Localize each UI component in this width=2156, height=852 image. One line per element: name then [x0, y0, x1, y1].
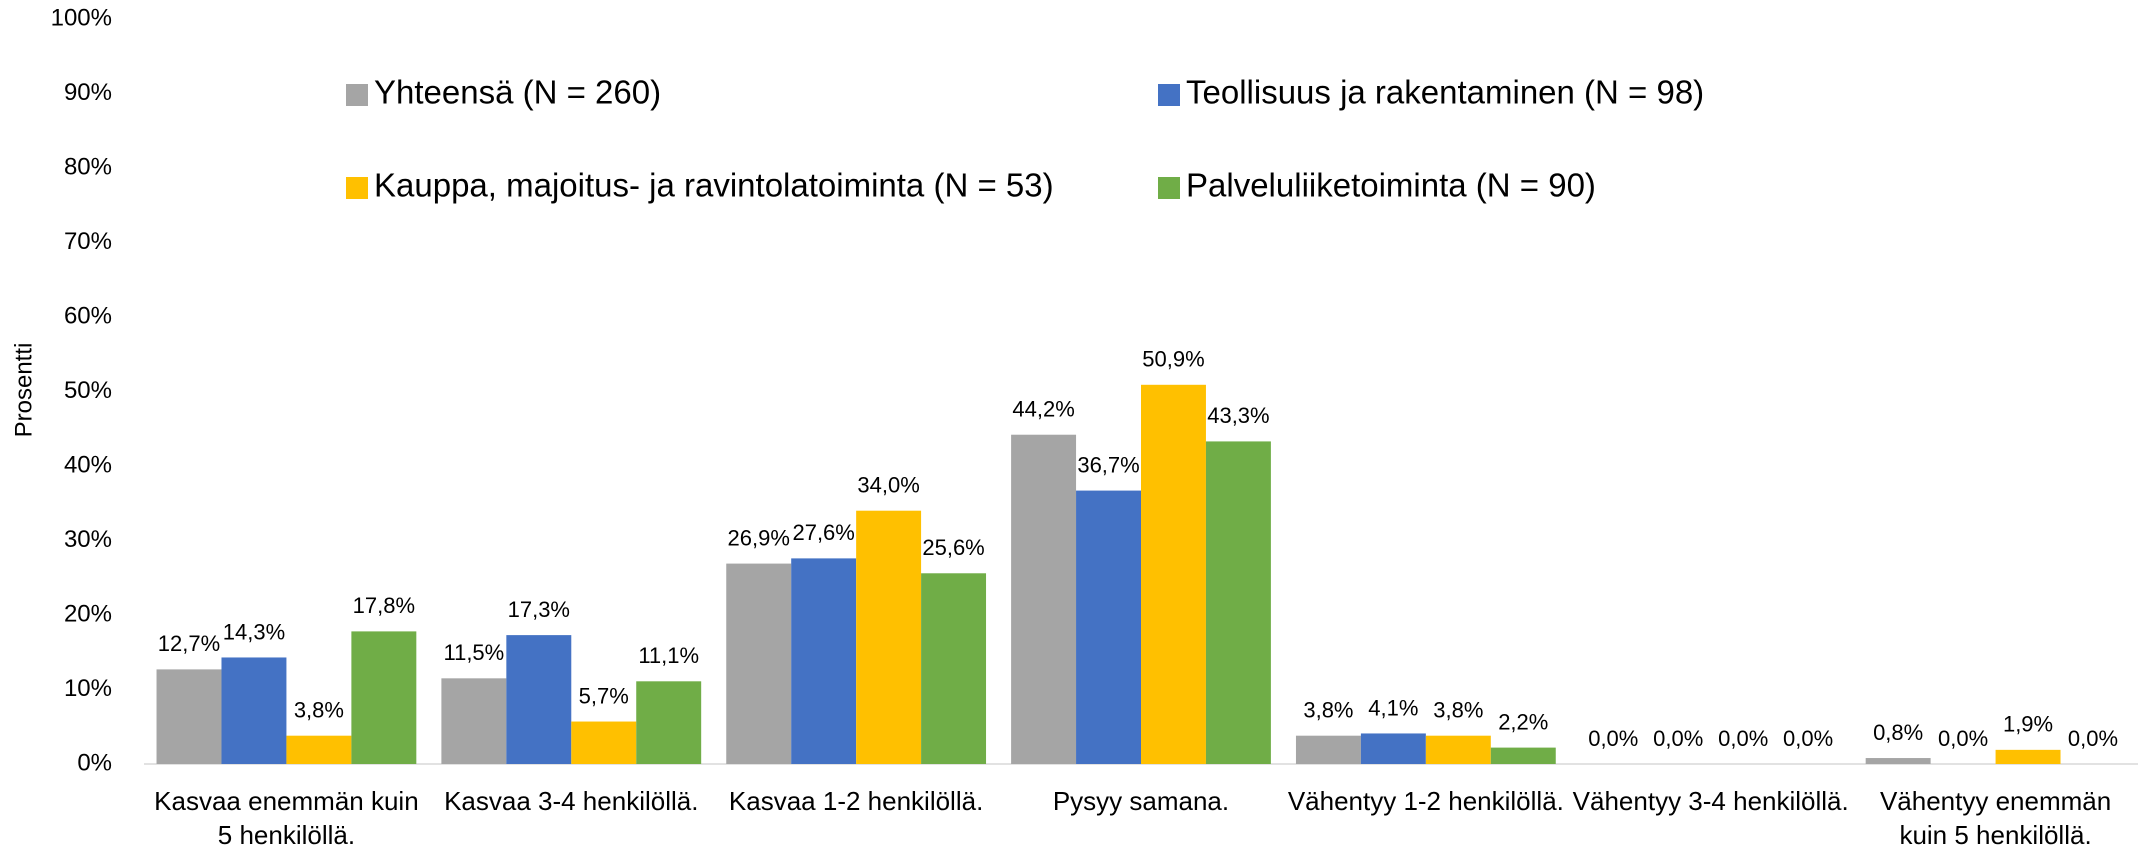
y-tick-label: 0% — [77, 749, 112, 776]
bar — [856, 510, 922, 764]
data-label: 4,1% — [1368, 695, 1418, 720]
bar — [351, 631, 417, 764]
data-label: 12,7% — [158, 631, 220, 656]
bar — [1011, 434, 1077, 764]
data-label: 1,9% — [2003, 712, 2053, 737]
data-label: 25,6% — [922, 535, 984, 560]
y-tick-label: 80% — [64, 153, 112, 180]
y-tick-label: 100% — [51, 4, 112, 31]
data-label: 17,8% — [353, 593, 415, 618]
bar — [1360, 733, 1426, 764]
bar — [441, 678, 507, 764]
bar — [921, 573, 987, 764]
data-label: 14,3% — [223, 619, 285, 644]
data-label: 43,3% — [1207, 403, 1269, 428]
data-label: 44,2% — [1012, 397, 1074, 422]
data-label: 0,0% — [1783, 726, 1833, 751]
bar — [1425, 735, 1491, 764]
y-tick-label: 30% — [64, 526, 112, 553]
x-tick-label: Kasvaa enemmän kuin 5 henkilöllä. — [154, 786, 419, 850]
data-label: 0,0% — [1938, 726, 1988, 751]
data-label: 50,9% — [1142, 347, 1204, 372]
data-label: 36,7% — [1077, 452, 1139, 477]
bar — [1295, 735, 1361, 764]
bar — [1490, 747, 1556, 764]
legend-swatch — [346, 177, 368, 199]
data-label: 2,2% — [1498, 709, 1548, 734]
bar — [791, 558, 857, 764]
bar — [726, 563, 792, 764]
y-tick-label: 50% — [64, 377, 112, 404]
legend-label: Kauppa, majoitus- ja ravintolatoiminta (… — [374, 167, 1054, 204]
data-label: 0,0% — [1718, 726, 1768, 751]
bar — [156, 669, 222, 764]
x-tick-label: Vähentyy enemmän kuin 5 henkilöllä. — [1879, 786, 2112, 850]
data-label: 3,8% — [294, 698, 344, 723]
y-tick-label: 60% — [64, 302, 112, 329]
data-label: 34,0% — [857, 473, 919, 498]
legend-label: Teollisuus ja rakentaminen (N = 98) — [1186, 74, 1704, 111]
bar — [571, 721, 637, 764]
data-label: 0,0% — [1588, 726, 1638, 751]
bar — [1076, 490, 1141, 764]
x-tick-label: Vähentyy 3-4 henkilöllä. — [1572, 786, 1849, 816]
x-tick-label: Vähentyy 1-2 henkilöllä. — [1287, 786, 1564, 816]
legend-label: Palveluliiketoiminta (N = 90) — [1186, 167, 1596, 204]
y-tick-label: 70% — [64, 228, 112, 255]
data-label: 0,8% — [1873, 720, 1923, 745]
bar — [636, 681, 702, 764]
y-tick-label: 20% — [64, 600, 112, 627]
data-label: 26,9% — [728, 525, 790, 550]
x-tick-label: Pysyy samana. — [1052, 786, 1230, 816]
bar — [506, 635, 572, 764]
bar — [1141, 384, 1206, 764]
legend-swatch — [1158, 84, 1180, 106]
legend-swatch — [1158, 177, 1180, 199]
y-tick-label: 90% — [64, 79, 112, 106]
y-tick-label: 10% — [64, 675, 112, 702]
bar — [1865, 758, 1931, 764]
x-tick-label: Kasvaa 3-4 henkilöllä. — [444, 786, 699, 816]
data-label: 0,0% — [2068, 726, 2118, 751]
data-label: 3,8% — [1303, 698, 1353, 723]
data-label: 11,5% — [443, 640, 504, 665]
data-label: 3,8% — [1433, 698, 1483, 723]
y-tick-label: 40% — [64, 451, 112, 478]
data-label: 0,0% — [1653, 726, 1703, 751]
data-label: 11,1% — [638, 643, 699, 668]
legend-label: Yhteensä (N = 260) — [374, 74, 661, 111]
x-tick-label: Kasvaa 1-2 henkilöllä. — [728, 786, 984, 816]
data-label: 5,7% — [579, 683, 629, 708]
data-label: 27,6% — [792, 520, 854, 545]
bar — [221, 657, 287, 764]
bar — [1205, 441, 1271, 764]
y-axis-title: Prosentti — [10, 343, 37, 438]
bar — [286, 735, 352, 764]
bar — [1995, 749, 2061, 764]
legend-swatch — [346, 84, 368, 106]
data-label: 17,3% — [508, 597, 570, 622]
